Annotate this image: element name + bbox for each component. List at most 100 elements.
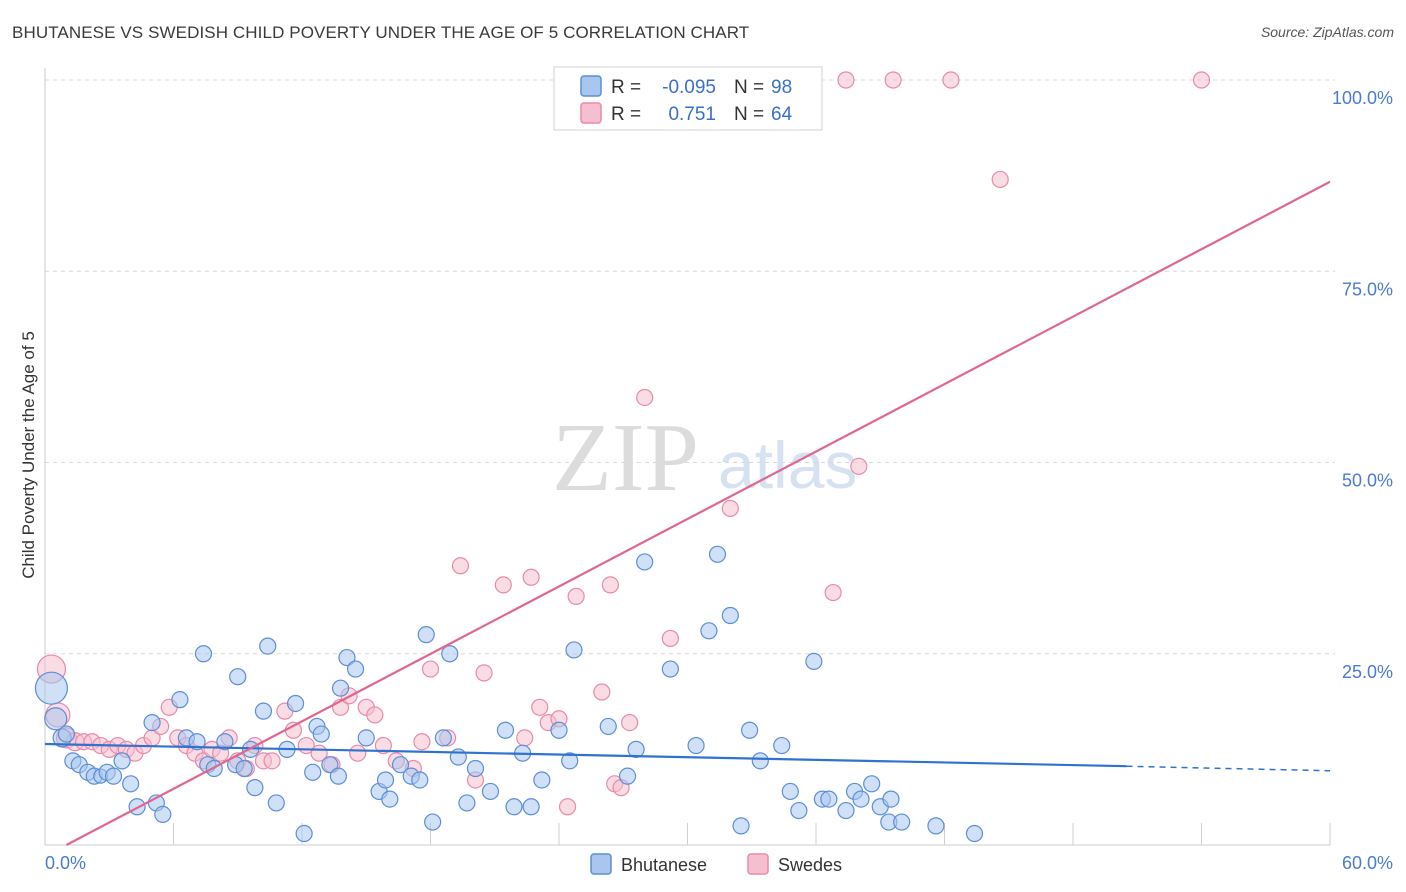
swedes-point [837, 71, 855, 89]
bhutanese-trend-extension [1126, 765, 1331, 772]
swedes-point [494, 576, 512, 594]
trend-lines [44, 180, 1331, 846]
bhutanese-point [636, 553, 654, 571]
swedes-point [636, 388, 654, 407]
swedes-point [824, 583, 842, 602]
bhutanese-point [837, 801, 855, 820]
bhutanese-point [700, 622, 718, 640]
y-tick-label: 75.0% [1342, 279, 1393, 299]
swedes-point [721, 499, 739, 517]
legend-r-value-swedes: 0.751 [668, 104, 716, 125]
bhutanese-point [466, 759, 485, 778]
x-tick-labels: 0.0% 60.0% [45, 853, 1393, 873]
bhutanese-point [381, 790, 399, 808]
bhutanese-point [781, 782, 799, 801]
swedes-point [516, 729, 534, 747]
bhutanese-point [235, 759, 253, 778]
bhutanese-point [254, 702, 273, 720]
bhutanese-point [661, 660, 679, 678]
bhutanese-point [329, 767, 348, 785]
series-legend-label-swedes: Swedes [778, 855, 842, 875]
swedes-point [531, 698, 549, 716]
bhutanese-point [143, 713, 161, 732]
y-tick-labels: 25.0% 50.0% 75.0% 100.0% [1332, 88, 1393, 682]
bhutanese-point [599, 717, 617, 736]
bhutanese-point [188, 733, 206, 751]
swedes-trend-line [65, 180, 1331, 846]
bhutanese-point [522, 798, 540, 816]
swedes-point [421, 660, 440, 678]
bhutanese-point [321, 756, 339, 774]
bhutanese-point [732, 817, 750, 835]
swedes-point [451, 557, 470, 575]
bhutanese-point [820, 790, 838, 808]
series-legend-label-bhutanese: Bhutanese [621, 855, 707, 875]
swedes-point [349, 744, 367, 762]
bhutanese-point [708, 545, 727, 563]
swedes-point [991, 170, 1009, 189]
y-tick-label: 25.0% [1342, 662, 1393, 682]
swedes-point [475, 664, 493, 682]
bhutanese-point [790, 801, 808, 820]
bhutanese-point [357, 729, 375, 747]
swedes-point [593, 683, 611, 701]
bhutanese-point [304, 763, 322, 781]
bhutanese-point [171, 691, 189, 709]
bhutanese-point [331, 679, 350, 697]
swedes-point [263, 752, 281, 770]
legend-swatch-swedes [580, 102, 602, 124]
bhutanese-point [533, 771, 551, 789]
bhutanese-point [411, 771, 429, 789]
bhutanese-point [965, 824, 984, 843]
bhutanese-point [122, 775, 140, 793]
y-tick-label: 50.0% [1342, 471, 1393, 491]
legend-swatch-bhutanese [580, 75, 602, 97]
bhutanese-point [346, 660, 365, 678]
swedes-point [942, 71, 960, 89]
bhutanese-point [805, 652, 823, 671]
bhutanese-point [34, 671, 69, 705]
y-axis-title: Child Poverty Under the Age of 5 [19, 331, 38, 579]
bhutanese-point [550, 721, 568, 739]
bhutanese-point [338, 648, 356, 667]
swedes-point [366, 706, 384, 724]
gridlines [44, 79, 1335, 845]
bhutanese-point [246, 779, 264, 797]
bhutanese-point [627, 740, 645, 758]
bhutanese-point [458, 794, 476, 812]
bhutanese-point [295, 824, 313, 843]
stats-legend: R = -0.095 N = 98 R = 0.751 N = 64 [553, 66, 823, 131]
bhutanese-point [441, 645, 459, 663]
y-tick-label: 100.0% [1332, 88, 1393, 108]
swedes-point [621, 713, 639, 732]
x-tick-label-max: 60.0% [1342, 853, 1393, 873]
swedes-point [567, 587, 585, 605]
bhutanese-point [194, 645, 213, 663]
swedes-point [1192, 71, 1211, 89]
bhutanese-point [417, 626, 435, 644]
bhutanese-point [773, 736, 791, 755]
swedes-point [661, 629, 679, 648]
legend-n-label-swedes: N = [734, 104, 764, 125]
bhutanese-point [267, 794, 285, 812]
bhutanese-point [618, 767, 637, 785]
bhutanese-point [561, 752, 579, 770]
bhutanese-point [312, 725, 330, 743]
legend-r-label-bhutanese: R = [611, 77, 641, 98]
swedes-point [884, 71, 902, 89]
series-legend-swatch-swedes [747, 853, 769, 875]
bhutanese-point [852, 790, 870, 808]
bhutanese-point [44, 707, 68, 731]
chart-title: BHUTANESE VS SWEDISH CHILD POVERTY UNDER… [12, 23, 750, 42]
bhutanese-point [687, 736, 705, 755]
bhutanese-point [434, 729, 452, 747]
swedes-point [601, 576, 620, 594]
bhutanese-point [259, 637, 277, 655]
bhutanese-point [216, 733, 234, 751]
bhutanese-point [481, 782, 500, 801]
watermark-zip: ZIP [552, 404, 699, 512]
bhutanese-point [751, 752, 769, 770]
x-tick-label-min: 0.0% [45, 853, 86, 873]
bhutanese-point [229, 668, 247, 686]
